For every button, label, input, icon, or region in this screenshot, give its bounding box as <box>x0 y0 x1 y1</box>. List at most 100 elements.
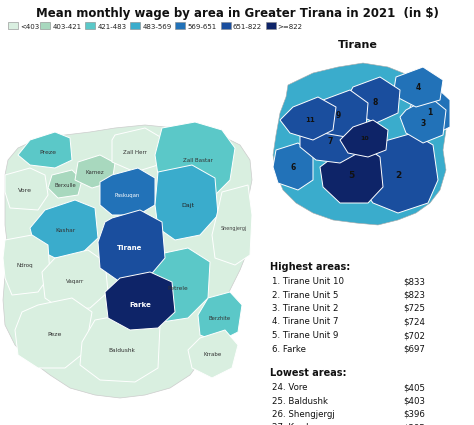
Text: 569-651: 569-651 <box>188 23 217 29</box>
Bar <box>130 22 140 29</box>
Text: $403: $403 <box>403 397 425 405</box>
Text: 8: 8 <box>372 97 378 107</box>
Text: Tirane: Tirane <box>117 245 143 251</box>
Text: Lowest areas:: Lowest areas: <box>270 368 346 378</box>
Text: Dajt: Dajt <box>182 202 194 207</box>
Polygon shape <box>80 312 160 382</box>
Text: 4: 4 <box>415 82 420 91</box>
Text: Baldushk: Baldushk <box>109 348 136 352</box>
Text: 1. Tirane Unit 10: 1. Tirane Unit 10 <box>272 277 344 286</box>
Bar <box>266 22 276 29</box>
Polygon shape <box>340 120 388 157</box>
Text: Peze: Peze <box>48 332 62 337</box>
Polygon shape <box>100 168 155 215</box>
Text: 27. Krrabe: 27. Krrabe <box>272 423 317 425</box>
Text: 9: 9 <box>336 110 341 119</box>
Polygon shape <box>42 250 108 310</box>
Polygon shape <box>155 122 235 198</box>
Text: 4. Tirane Unit 7: 4. Tirane Unit 7 <box>272 317 338 326</box>
Text: 6: 6 <box>291 162 296 172</box>
Polygon shape <box>48 170 82 198</box>
Text: $697: $697 <box>403 345 425 354</box>
Text: Berzhite: Berzhite <box>209 315 231 320</box>
Text: Berxulle: Berxulle <box>54 182 76 187</box>
Bar <box>8 22 18 29</box>
Polygon shape <box>346 77 400 123</box>
Text: Shengjergj: Shengjergj <box>221 226 247 230</box>
Text: 11: 11 <box>305 117 315 123</box>
Polygon shape <box>75 155 115 188</box>
Text: $833: $833 <box>403 277 425 286</box>
Polygon shape <box>273 63 446 225</box>
Polygon shape <box>105 272 175 330</box>
Text: $724: $724 <box>403 317 425 326</box>
Polygon shape <box>356 133 438 213</box>
Text: Krrabe: Krrabe <box>204 352 222 357</box>
Polygon shape <box>155 165 218 240</box>
Text: 5. Tirane Unit 9: 5. Tirane Unit 9 <box>272 331 338 340</box>
Text: 421-483: 421-483 <box>97 23 127 29</box>
Polygon shape <box>30 200 98 258</box>
Text: Paskuqan: Paskuqan <box>114 193 140 198</box>
Text: Tirane: Tirane <box>338 40 378 50</box>
Text: Zall Bastar: Zall Bastar <box>183 158 213 162</box>
Text: Mean monthly wage by area in Greater Tirana in 2021  (in $): Mean monthly wage by area in Greater Tir… <box>36 6 438 20</box>
Text: 5: 5 <box>348 170 354 179</box>
Polygon shape <box>198 292 242 342</box>
Text: $405: $405 <box>403 383 425 392</box>
Text: $395: $395 <box>403 423 425 425</box>
Bar <box>85 22 95 29</box>
Text: 24. Vore: 24. Vore <box>272 383 308 392</box>
Text: $702: $702 <box>403 331 425 340</box>
Text: Petrele: Petrele <box>168 286 188 291</box>
Text: <403: <403 <box>20 23 39 29</box>
Text: Preze: Preze <box>39 150 56 155</box>
Bar <box>175 22 185 29</box>
Text: 483-569: 483-569 <box>142 23 172 29</box>
Text: 25. Baldushk: 25. Baldushk <box>272 397 328 405</box>
Polygon shape <box>300 117 358 163</box>
Text: Kamez: Kamez <box>86 170 104 175</box>
Text: Ndroq: Ndroq <box>17 263 33 267</box>
Text: >=822: >=822 <box>278 23 303 29</box>
Text: 6. Farke: 6. Farke <box>272 345 306 354</box>
Text: 10: 10 <box>361 136 369 141</box>
Polygon shape <box>18 132 72 168</box>
Text: 651-822: 651-822 <box>233 23 262 29</box>
Polygon shape <box>15 298 92 368</box>
Polygon shape <box>280 97 336 140</box>
Polygon shape <box>410 87 450 137</box>
Polygon shape <box>400 97 446 143</box>
Polygon shape <box>112 128 162 172</box>
Polygon shape <box>188 330 238 378</box>
Text: Highest areas:: Highest areas: <box>270 262 350 272</box>
Text: Farke: Farke <box>129 302 151 308</box>
Text: 2. Tirane Unit 5: 2. Tirane Unit 5 <box>272 291 338 300</box>
Polygon shape <box>212 185 252 265</box>
Text: $823: $823 <box>403 291 425 300</box>
Text: Vore: Vore <box>18 187 32 193</box>
Bar <box>40 22 50 29</box>
Text: 26. Shengjergj: 26. Shengjergj <box>272 410 335 419</box>
Polygon shape <box>3 125 252 398</box>
Text: 7: 7 <box>328 138 333 147</box>
Text: 3: 3 <box>420 119 426 128</box>
Text: Zall Herr: Zall Herr <box>123 150 147 155</box>
Polygon shape <box>320 145 383 203</box>
Text: 403-421: 403-421 <box>52 23 82 29</box>
Text: Vaqarr: Vaqarr <box>66 280 84 284</box>
Polygon shape <box>3 235 50 295</box>
Polygon shape <box>5 168 48 210</box>
Polygon shape <box>306 90 368 137</box>
Text: $396: $396 <box>403 410 425 419</box>
Polygon shape <box>273 143 313 190</box>
Text: 2: 2 <box>395 170 401 179</box>
Text: $725: $725 <box>403 304 425 313</box>
Polygon shape <box>393 67 443 107</box>
Text: Kashar: Kashar <box>55 227 75 232</box>
Text: 3. Tirane Unit 2: 3. Tirane Unit 2 <box>272 304 338 313</box>
Polygon shape <box>140 248 210 322</box>
Polygon shape <box>98 210 165 282</box>
Bar <box>220 22 230 29</box>
Text: 1: 1 <box>428 108 433 116</box>
